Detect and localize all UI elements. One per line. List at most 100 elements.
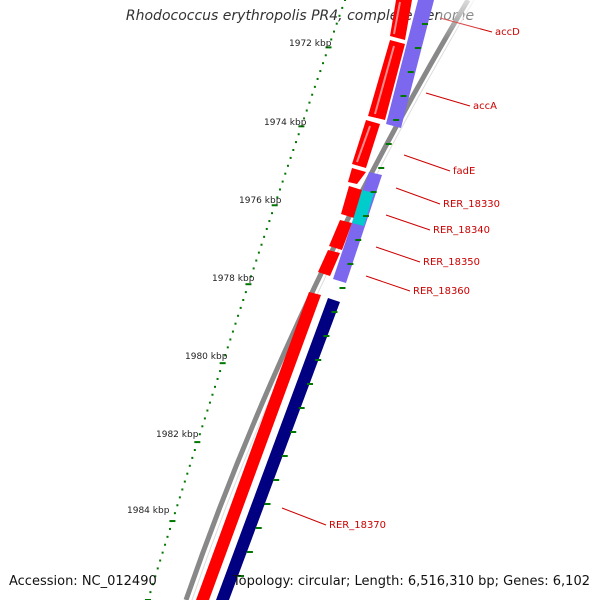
reverse-gene-bars — [333, 0, 434, 283]
ruler-minor-tick — [265, 227, 268, 230]
strand-tick — [246, 551, 253, 553]
ruler-minor-tick — [151, 583, 154, 586]
ruler-minor-tick — [226, 346, 229, 349]
strand-tick — [331, 311, 338, 313]
ruler-minor-tick — [206, 409, 209, 412]
ruler-major-tick — [169, 520, 176, 523]
gene-label-rer18360: RER_18360 — [413, 286, 470, 297]
ruler-label: 1982 kbp — [156, 430, 199, 440]
ruler-minor-tick — [244, 291, 247, 294]
ruler-minor-tick — [156, 567, 159, 570]
ruler-minor-tick — [239, 306, 242, 309]
ruler-minor-tick — [322, 62, 325, 65]
ruler-minor-tick — [201, 425, 204, 428]
strand-tick — [290, 431, 297, 433]
strand-tick — [323, 335, 330, 337]
ruler-minor-tick — [294, 141, 297, 144]
strand-tick — [347, 263, 354, 265]
ruler-minor-tick — [237, 314, 240, 317]
accession-text: Accession: NC_012490 — [9, 574, 157, 589]
strand-tick — [339, 287, 346, 289]
ruler-minor-tick — [214, 385, 217, 388]
ruler-major-tick — [271, 204, 278, 207]
ruler-minor-tick — [297, 133, 300, 136]
ruler-minor-tick — [305, 109, 308, 112]
ruler-minor-tick — [338, 14, 341, 17]
ruler-minor-tick — [198, 433, 201, 436]
ruler-minor-tick — [208, 401, 211, 404]
ruler-minor-tick — [193, 449, 196, 451]
strand-tick — [273, 479, 280, 481]
forward-gene-arrows — [318, 0, 412, 276]
strand-tick — [362, 215, 369, 217]
ruler-major-tick — [298, 125, 305, 128]
ruler-minor-tick — [250, 275, 253, 278]
gene-label-rer18330: RER_18330 — [443, 199, 500, 210]
ruler-minor-tick — [211, 393, 214, 396]
gene-bar-dark-strand — [216, 298, 340, 600]
strand-tick — [385, 143, 392, 145]
ruler-minor-tick — [289, 156, 292, 159]
ruler-minor-tick — [332, 30, 335, 33]
ruler-minor-tick — [260, 243, 263, 246]
gene-labels: accD accA fadE RER_18330 RER_18340 RER_1… — [329, 27, 520, 531]
ruler-minor-tick — [154, 575, 157, 578]
ruler-minor-tick — [330, 38, 333, 41]
gene-leader-lines — [281, 17, 493, 526]
ruler-major-tick — [194, 441, 201, 444]
ruler-minor-tick — [216, 377, 219, 380]
ruler-minor-tick — [341, 6, 344, 9]
ruler-label: 1978 kbp — [212, 274, 255, 284]
ruler-major-tick — [219, 362, 226, 365]
strand-tick — [306, 383, 313, 385]
ruler — [145, 0, 428, 600]
summary-text: Topology: circular; Length: 6,516,310 bp… — [232, 574, 590, 589]
gene-bar-forward-long — [196, 292, 321, 600]
strand-tick — [393, 119, 400, 121]
ruler-minor-tick — [203, 417, 206, 420]
ruler-minor-tick — [168, 527, 171, 530]
map-title: Rhodococcus erythropolis PR4, complete g… — [125, 8, 475, 24]
ruler-minor-tick — [303, 117, 306, 120]
gene-bar-reverse-highlight — [352, 190, 374, 226]
ruler-labels: 1972 kbp 1974 kbp 1976 kbp 1978 kbp 1980… — [127, 39, 332, 516]
ruler-minor-tick — [324, 54, 327, 57]
ruler-label: 1974 kbp — [264, 118, 307, 128]
ruler-minor-tick — [176, 504, 179, 507]
strand-tick — [281, 455, 288, 457]
ruler-minor-tick — [219, 370, 222, 373]
ruler-minor-tick — [278, 188, 281, 191]
ruler-minor-tick — [335, 22, 338, 25]
strand-tick — [315, 359, 322, 361]
strand-tick — [298, 407, 305, 409]
ruler-minor-tick — [319, 70, 322, 73]
ruler-minor-tick — [284, 172, 287, 175]
gene-label-fade: fadE — [453, 166, 475, 177]
ruler-minor-tick — [263, 235, 266, 238]
strand-tick — [264, 503, 271, 505]
forward-gene-highlights — [356, 1, 401, 163]
ruler-minor-tick — [281, 180, 284, 183]
ruler-minor-tick — [149, 591, 152, 594]
gene-bar-reverse-top — [386, 0, 434, 128]
ruler-minor-tick — [308, 101, 311, 104]
ruler-minor-tick — [311, 93, 314, 96]
gene-label-rer18370: RER_18370 — [329, 520, 386, 531]
ruler-minor-tick — [316, 77, 319, 80]
gene-arrow-rer18330 — [341, 186, 362, 218]
ruler-label: 1980 kbp — [185, 352, 228, 362]
gene-arrow-acca — [368, 40, 405, 120]
ruler-minor-tick — [242, 299, 245, 301]
ruler-label: 1984 kbp — [127, 506, 170, 516]
ruler-minor-tick — [231, 330, 234, 333]
strand-tick — [400, 95, 407, 97]
gene-arrow-rer18340 — [329, 220, 352, 250]
strand-tick — [237, 575, 244, 577]
gene-label-acca: accA — [473, 101, 497, 112]
ruler-minor-tick — [186, 472, 189, 475]
strand-tick — [378, 167, 385, 169]
ruler-minor-tick — [255, 259, 258, 262]
ruler-major-tick — [325, 46, 332, 49]
ruler-minor-tick — [191, 456, 194, 459]
